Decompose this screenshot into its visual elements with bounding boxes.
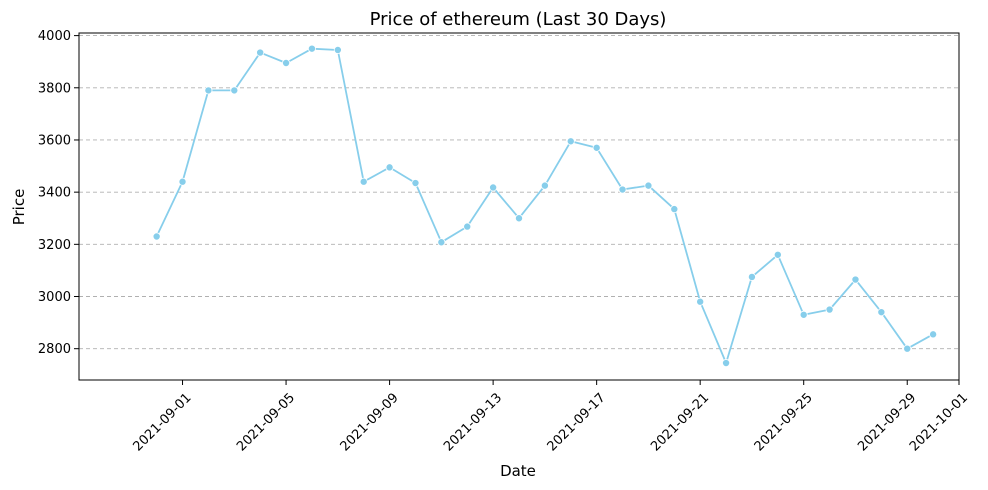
data-point: [411, 179, 420, 188]
data-point: [515, 214, 524, 223]
data-point: [696, 297, 705, 306]
x-tick-label: 2021-09-05: [234, 390, 298, 454]
data-point: [877, 308, 886, 317]
data-point: [204, 86, 213, 95]
data-point: [644, 181, 653, 190]
x-axis-label: Date: [500, 462, 536, 480]
data-point: [851, 275, 860, 284]
series-line: [155, 47, 934, 364]
y-tick-label: 3200: [38, 238, 71, 253]
data-points-layer: [152, 44, 938, 368]
data-point: [540, 181, 549, 190]
data-point: [747, 272, 756, 281]
y-axis: 2800 3000 3200 3400 3600 3800 4000: [38, 29, 79, 357]
data-point: [773, 250, 782, 259]
data-point: [722, 359, 731, 368]
data-point: [437, 238, 446, 247]
chart-title: Price of ethereum (Last 30 Days): [370, 9, 667, 30]
data-point: [670, 205, 679, 214]
data-point: [333, 45, 342, 54]
y-axis-label: Price: [10, 189, 28, 226]
data-point: [282, 59, 291, 68]
y-tick-label: 3600: [38, 133, 71, 148]
data-point: [178, 177, 187, 186]
data-point: [799, 310, 808, 319]
data-point: [566, 137, 575, 146]
x-tick-label: 2021-09-17: [545, 390, 609, 454]
data-point: [929, 330, 938, 339]
data-point: [256, 48, 265, 57]
x-tick-label: 2021-09-09: [338, 390, 402, 454]
grid-lines: [79, 35, 959, 350]
data-point: [359, 177, 368, 186]
x-tick-label: 2021-09-01: [131, 390, 195, 454]
plot-frame: [78, 32, 960, 381]
series-line-layer: [155, 47, 934, 364]
data-point: [489, 183, 498, 192]
x-axis: 2021-09-01 2021-09-05 2021-09-09 2021-09-13…: [131, 380, 971, 454]
data-point: [903, 344, 912, 353]
data-point: [230, 86, 239, 95]
data-point: [307, 44, 316, 53]
data-point: [152, 232, 161, 241]
x-tick-label: 2021-09-21: [648, 390, 712, 454]
data-point: [618, 185, 627, 194]
x-tick-label: 2021-09-13: [441, 390, 505, 454]
x-tick-label: 2021-09-25: [752, 390, 816, 454]
y-tick-label: 4000: [38, 29, 71, 44]
data-point: [825, 305, 834, 314]
y-tick-label: 3400: [38, 186, 71, 201]
y-tick-label: 2800: [38, 342, 71, 357]
data-point: [463, 222, 472, 231]
data-point: [592, 143, 601, 152]
y-tick-label: 3000: [38, 290, 71, 305]
data-point: [385, 163, 394, 172]
y-tick-label: 3800: [38, 81, 71, 96]
